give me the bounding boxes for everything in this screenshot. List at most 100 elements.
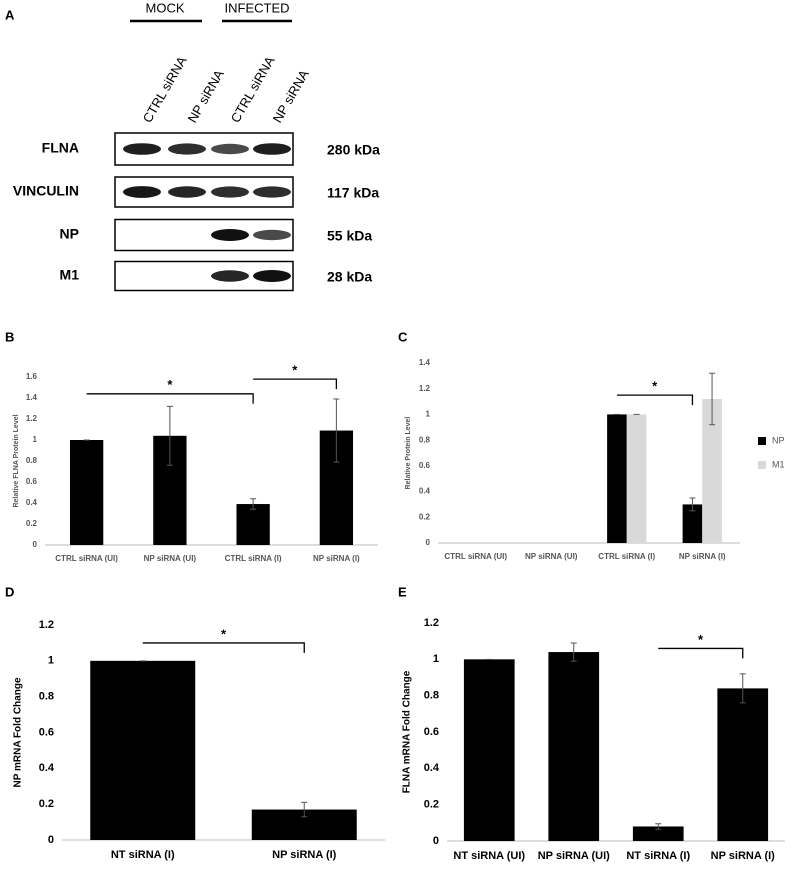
legend-swatch xyxy=(758,461,766,469)
x-tick-label: NT siRNA (I) xyxy=(626,850,690,862)
size-label: 117 kDa xyxy=(327,185,379,201)
panel-label: E xyxy=(398,584,407,599)
band xyxy=(211,270,249,282)
y-tick-label: 0.8 xyxy=(26,456,38,465)
protein-label: FLNA xyxy=(42,140,79,156)
y-axis-label: FLNA mRNA Fold Change xyxy=(402,670,413,793)
y-tick-label: 0.4 xyxy=(26,498,38,507)
x-tick-label: NP siRNA (UI) xyxy=(525,552,578,561)
bar xyxy=(463,659,515,841)
y-tick-label: 0.6 xyxy=(419,461,431,470)
panel-label: A xyxy=(5,7,15,22)
panel-label: D xyxy=(5,584,14,599)
y-axis-label: NP mRNA Fold Change xyxy=(13,677,24,787)
band xyxy=(211,229,249,241)
significance-bracket xyxy=(658,647,744,659)
legend-label: M1 xyxy=(772,459,785,469)
lane-label: CTRL siRNA xyxy=(228,53,278,125)
x-tick-label: NP siRNA (I) xyxy=(679,552,726,561)
bar xyxy=(682,504,703,543)
y-tick-label: 0.4 xyxy=(424,762,440,774)
y-tick-label: 0 xyxy=(33,540,38,549)
significance-label: * xyxy=(652,379,658,394)
error-bar xyxy=(333,398,340,463)
significance-bracket xyxy=(142,642,305,653)
band xyxy=(211,143,249,155)
band xyxy=(123,186,161,198)
error-bar xyxy=(739,673,746,704)
y-tick-label: 1.4 xyxy=(26,393,38,402)
bar xyxy=(717,688,769,841)
x-tick-label: NP siRNA (I) xyxy=(711,850,776,862)
error-bar xyxy=(166,405,173,466)
bar xyxy=(632,826,684,841)
band xyxy=(168,143,206,155)
y-tick-label: 1.2 xyxy=(39,619,54,631)
bar xyxy=(626,414,647,543)
error-bar xyxy=(250,498,257,510)
band xyxy=(253,143,291,155)
protein-label: VINCULIN xyxy=(13,183,79,199)
x-tick-label: CTRL siRNA (UI) xyxy=(55,554,118,563)
y-tick-label: 1 xyxy=(33,435,38,444)
x-tick-label: CTRL siRNA (UI) xyxy=(444,552,507,561)
error-bar xyxy=(709,372,716,426)
group-label: INFECTED xyxy=(225,0,290,15)
panel-label: B xyxy=(5,329,14,344)
band xyxy=(211,186,249,198)
bar xyxy=(702,399,722,543)
error-bar xyxy=(689,497,696,512)
legend-swatch xyxy=(758,437,766,445)
x-tick-label: NT siRNA (UI) xyxy=(453,850,525,862)
x-tick-label: CTRL siRNA (I) xyxy=(225,554,282,563)
y-axis-label: Relative FLNA Protein Level xyxy=(13,414,20,507)
significance-bracket xyxy=(86,393,254,404)
significance-bracket xyxy=(253,378,338,390)
protein-label: NP xyxy=(60,226,79,242)
significance-label: * xyxy=(292,363,298,378)
panel-label: C xyxy=(398,329,408,344)
x-tick-label: NP siRNA (UI) xyxy=(144,554,197,563)
band xyxy=(168,186,206,198)
bar xyxy=(548,652,600,841)
y-tick-label: 1 xyxy=(48,655,54,667)
y-tick-label: 0.8 xyxy=(424,690,439,702)
protein-label: M1 xyxy=(60,267,80,283)
error-bar xyxy=(301,801,308,818)
significance-label: * xyxy=(698,632,704,647)
y-tick-label: 1.4 xyxy=(419,358,431,367)
y-tick-label: 1.2 xyxy=(419,384,431,393)
y-tick-label: 0 xyxy=(48,834,54,846)
error-bar xyxy=(655,823,662,830)
size-label: 55 kDa xyxy=(327,228,372,244)
band xyxy=(123,143,161,155)
error-bar xyxy=(570,642,577,662)
x-tick-label: NP siRNA (I) xyxy=(313,554,360,563)
lane-label: CTRL siRNA xyxy=(140,53,190,125)
y-tick-label: 0.8 xyxy=(419,435,431,444)
y-tick-label: 0.4 xyxy=(39,762,55,774)
y-tick-label: 0.6 xyxy=(26,477,38,486)
y-tick-label: 0.2 xyxy=(26,519,38,528)
legend-label: NP xyxy=(772,435,785,445)
y-tick-label: 1.2 xyxy=(26,414,38,423)
y-tick-label: 0.2 xyxy=(424,799,439,811)
y-tick-label: 1 xyxy=(426,410,431,419)
significance-bracket xyxy=(616,394,694,406)
size-label: 28 kDa xyxy=(327,269,372,285)
y-tick-label: 0 xyxy=(433,835,439,847)
y-tick-label: 0.4 xyxy=(419,487,431,496)
y-tick-label: 0.6 xyxy=(424,726,439,738)
x-tick-label: NT siRNA (I) xyxy=(111,849,175,861)
y-tick-label: 0.8 xyxy=(39,691,54,703)
lane-label: NP siRNA xyxy=(185,67,227,125)
y-tick-label: 0.2 xyxy=(39,798,54,810)
band xyxy=(253,229,291,241)
bar xyxy=(236,504,270,545)
significance-label: * xyxy=(167,377,173,392)
y-tick-label: 0.2 xyxy=(419,512,431,521)
band xyxy=(253,270,291,282)
y-tick-label: 1.6 xyxy=(26,372,38,381)
x-tick-label: NP siRNA (I) xyxy=(272,849,337,861)
